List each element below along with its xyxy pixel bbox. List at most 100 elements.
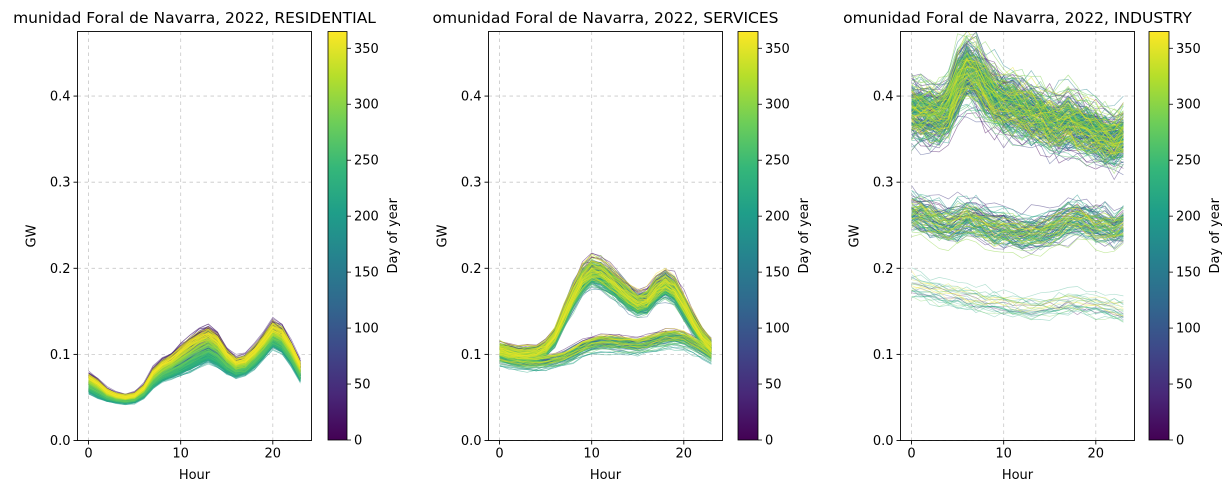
series-line bbox=[911, 195, 1124, 226]
series-line bbox=[911, 58, 1124, 132]
series-line bbox=[911, 290, 1124, 318]
series-line bbox=[499, 337, 712, 365]
colorbar-tick-label: 0 bbox=[765, 434, 773, 449]
series-line bbox=[499, 271, 712, 356]
colorbar-tick-label: 150 bbox=[1176, 266, 1201, 281]
colorbar-tick-label: 300 bbox=[765, 98, 790, 113]
y-tick-label: 0.0 bbox=[50, 434, 71, 449]
axes-frame bbox=[77, 31, 312, 441]
series-line bbox=[911, 70, 1124, 153]
series-line bbox=[911, 81, 1124, 152]
series-lines bbox=[88, 316, 301, 406]
y-tick-label: 0.2 bbox=[461, 262, 482, 277]
series-line bbox=[911, 70, 1124, 154]
series-line bbox=[911, 290, 1124, 314]
x-tick-label: 0 bbox=[495, 447, 503, 462]
colorbar-tick-label: 50 bbox=[354, 378, 371, 393]
y-axis-label: GW bbox=[25, 224, 40, 247]
x-tick-label: 10 bbox=[172, 447, 189, 462]
subplot-residential: 0 10 20 0.0 0.1 0.2 0.3 0.4 Hour GW munidad Foral … bbox=[13, 9, 401, 483]
colorbar-tick-label: 150 bbox=[354, 266, 379, 281]
series-line bbox=[911, 218, 1124, 244]
x-tick-label: 10 bbox=[995, 447, 1012, 462]
colorbar: 0 50 100 150 200 250 300 350 Day of year bbox=[327, 31, 401, 449]
series-line bbox=[911, 89, 1124, 154]
series-line bbox=[911, 88, 1124, 155]
y-axis-label: GW bbox=[436, 224, 451, 247]
series-line bbox=[499, 342, 712, 369]
series-line bbox=[911, 220, 1124, 247]
series-line bbox=[911, 274, 1124, 306]
series-line bbox=[499, 327, 712, 359]
colorbar: 0 50 100 150 200 250 300 350 Day of year bbox=[737, 31, 812, 449]
x-tick-label: 20 bbox=[676, 447, 693, 462]
x-tick-label: 0 bbox=[84, 447, 92, 462]
series-line bbox=[88, 322, 301, 398]
colorbar-tick-label: 250 bbox=[1176, 154, 1201, 169]
series-line bbox=[911, 60, 1124, 123]
series-line bbox=[499, 342, 712, 370]
colorbar-tick-label: 250 bbox=[354, 154, 379, 169]
series-line bbox=[88, 349, 301, 405]
colorbar-tick-label: 350 bbox=[1176, 42, 1201, 57]
series-line bbox=[911, 282, 1124, 309]
colorbar-tick-label: 200 bbox=[765, 210, 790, 225]
series-line bbox=[911, 287, 1124, 319]
colorbar-tick-label: 100 bbox=[354, 322, 379, 337]
series-line bbox=[911, 289, 1124, 316]
x-tick-label: 20 bbox=[1088, 447, 1105, 462]
series-line bbox=[911, 287, 1124, 321]
series-line bbox=[911, 86, 1124, 155]
series-line bbox=[911, 198, 1124, 231]
colorbar-tick-label: 350 bbox=[765, 42, 790, 57]
series-line bbox=[911, 270, 1124, 304]
y-tick-label: 0.1 bbox=[873, 348, 894, 363]
series-line bbox=[499, 255, 712, 347]
y-tick-label: 0.3 bbox=[873, 176, 894, 191]
series-line bbox=[911, 190, 1124, 219]
series-line bbox=[499, 338, 712, 366]
series-line bbox=[499, 330, 712, 358]
series-line bbox=[911, 292, 1124, 318]
series-line bbox=[499, 274, 712, 357]
y-tick-label: 0.4 bbox=[50, 90, 71, 105]
colorbar: 0 50 100 150 200 250 300 350 Day of year bbox=[1148, 31, 1223, 449]
series-line bbox=[911, 94, 1124, 163]
colorbar-gradient bbox=[327, 31, 348, 441]
colorbar-gradient bbox=[1148, 31, 1170, 441]
colorbar-label: Day of year bbox=[386, 197, 401, 273]
series-line bbox=[911, 295, 1124, 320]
colorbar-tick-label: 200 bbox=[354, 210, 379, 225]
series-line bbox=[911, 73, 1124, 148]
series-line bbox=[911, 217, 1124, 242]
y-tick-label: 0.1 bbox=[50, 348, 71, 363]
series-line bbox=[911, 289, 1124, 317]
series-line bbox=[911, 57, 1124, 133]
series-line bbox=[911, 220, 1124, 248]
series-line bbox=[911, 287, 1124, 323]
colorbar-tick-label: 50 bbox=[765, 378, 782, 393]
series-line bbox=[911, 285, 1124, 317]
colorbar-tick-label: 300 bbox=[354, 98, 379, 113]
axes-frame bbox=[488, 31, 723, 441]
series-line bbox=[499, 336, 712, 364]
series-line bbox=[911, 283, 1124, 312]
series-line bbox=[911, 296, 1124, 322]
series-line bbox=[911, 55, 1124, 135]
series-line bbox=[911, 69, 1124, 150]
y-axis-label: GW bbox=[848, 224, 863, 247]
colorbar-tick-label: 100 bbox=[1176, 322, 1201, 337]
series-line bbox=[88, 324, 301, 396]
series-line bbox=[911, 59, 1124, 141]
series-line bbox=[911, 35, 1124, 122]
series-line bbox=[88, 342, 301, 404]
series-line bbox=[911, 33, 1124, 116]
series-line bbox=[499, 330, 712, 360]
series-line bbox=[499, 343, 712, 368]
series-line bbox=[88, 344, 301, 403]
series-line bbox=[499, 334, 712, 360]
series-line bbox=[911, 85, 1124, 160]
colorbar-tick-label: 300 bbox=[1176, 98, 1201, 113]
series-line bbox=[499, 276, 712, 359]
